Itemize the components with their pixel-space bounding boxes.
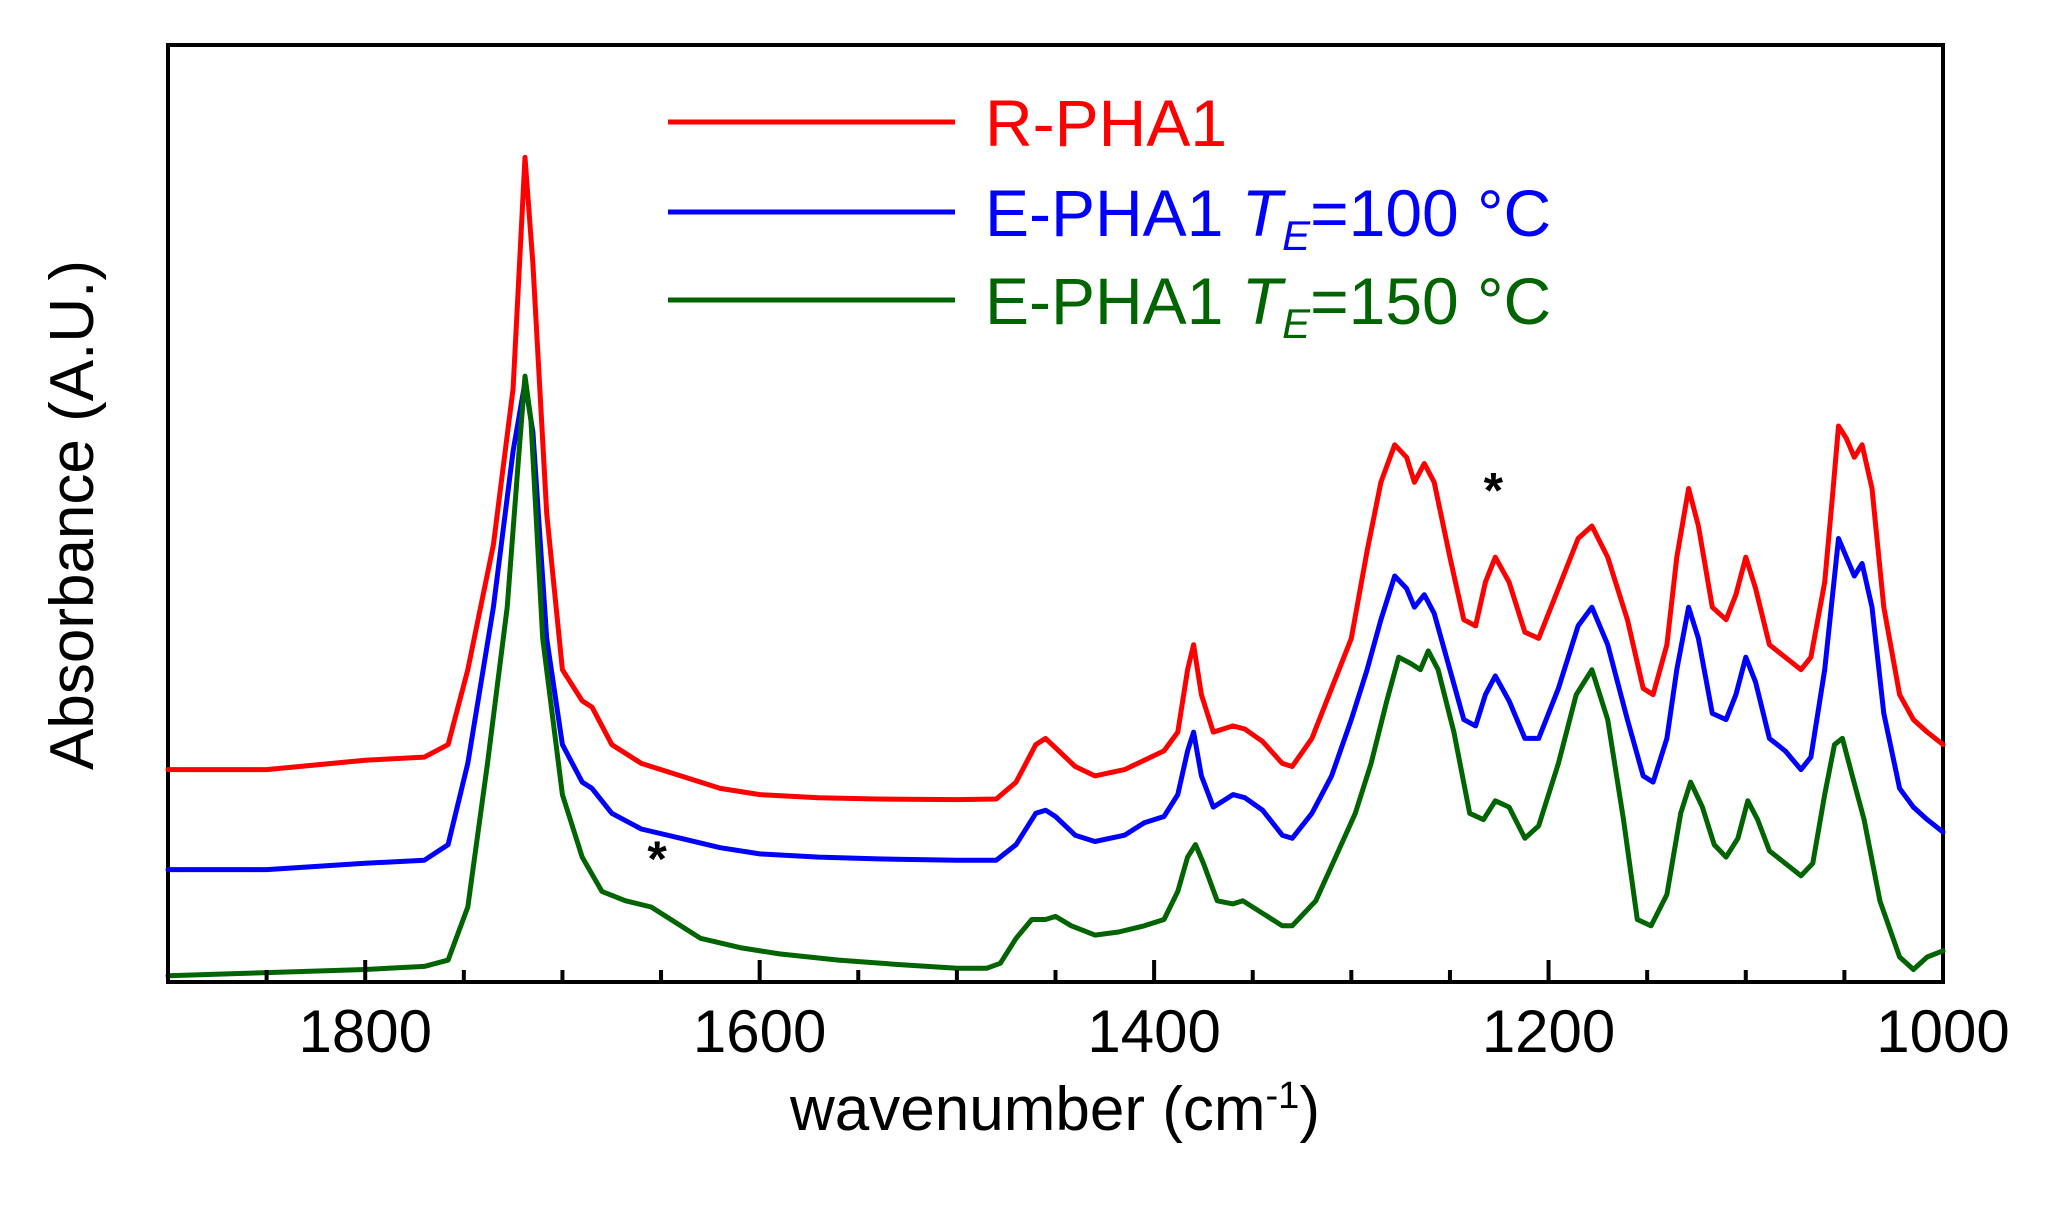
x-tick-label: 1400	[1087, 998, 1220, 1065]
legend-label-3: E-PHA1 TE=150 °C	[985, 264, 1551, 347]
series-line-2	[165, 379, 1946, 873]
x-axis-title-text: wavenumber (cm	[789, 1075, 1265, 1144]
annotation-asterisk: *	[647, 831, 667, 887]
series-line-1	[165, 154, 1946, 803]
plot-area: 1800 1600 1400 1200 1000 **	[165, 43, 2010, 1065]
legend-label-1: R-PHA1	[985, 86, 1227, 160]
y-axis-title: Absorbance (A.U.)	[38, 260, 107, 770]
x-axis-ticks: 1800 1600 1400 1200 1000	[166, 960, 2010, 1065]
x-tick-label: 1800	[298, 998, 431, 1065]
series-line-3	[165, 373, 1946, 979]
annotations: **	[647, 462, 1503, 887]
annotation-asterisk: *	[1484, 462, 1504, 518]
x-tick-label: 1600	[693, 998, 826, 1065]
legend-label-2: E-PHA1 TE=100 °C	[985, 176, 1551, 259]
x-axis-title-close: )	[1299, 1075, 1320, 1144]
series-lines	[165, 154, 1946, 979]
legend: R-PHA1 E-PHA1 TE=100 °CE-PHA1 TE=150 °C	[668, 86, 1551, 347]
x-tick-label: 1200	[1482, 998, 1615, 1065]
x-axis-title: wavenumber (cm-1)	[789, 1075, 1320, 1144]
x-tick-label: 1000	[1876, 998, 2009, 1065]
x-axis-title-superscript: -1	[1266, 1075, 1300, 1117]
